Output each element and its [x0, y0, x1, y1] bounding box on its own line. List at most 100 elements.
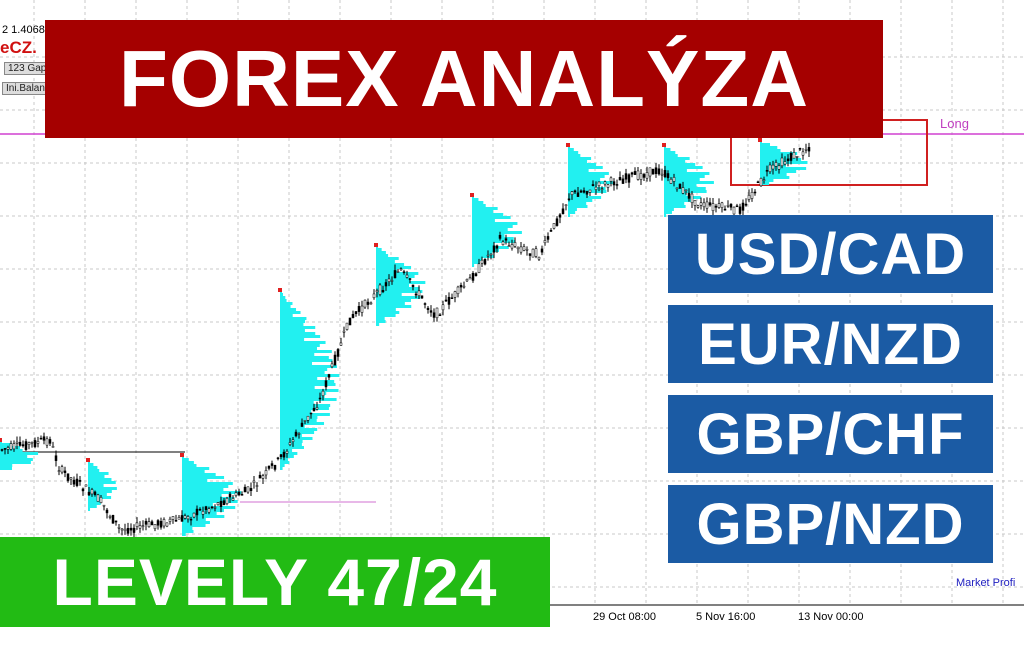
candle-body	[402, 271, 406, 273]
candle-body	[111, 515, 115, 524]
profile-bar	[182, 476, 225, 479]
candle-body	[477, 263, 481, 273]
candle-body	[432, 312, 436, 318]
candle-body	[483, 259, 487, 265]
candle-body	[42, 436, 46, 441]
candle-body	[36, 441, 40, 444]
candle-body	[744, 203, 748, 206]
profile-bar	[182, 503, 213, 506]
profile-dot	[758, 138, 762, 142]
profile-bar	[182, 494, 222, 497]
profile-bar	[760, 161, 808, 164]
candle-body	[9, 443, 13, 450]
candle-body	[180, 515, 184, 522]
candle-body	[741, 202, 745, 211]
profile-bar	[568, 160, 588, 163]
profile-bar	[88, 463, 94, 466]
profile-bar	[472, 222, 518, 225]
profile-bar	[280, 425, 305, 428]
profile-bar	[280, 329, 305, 332]
profile-bar	[568, 151, 579, 154]
profile-bar	[88, 502, 101, 505]
candle-body	[366, 301, 370, 305]
profile-dot	[86, 458, 90, 462]
profile-dot	[662, 143, 666, 147]
candle-body	[441, 304, 445, 311]
candle-body	[615, 184, 619, 186]
profile-bar	[376, 272, 419, 275]
candle-body	[78, 479, 82, 482]
candle-body	[756, 181, 760, 184]
candle-body	[759, 178, 763, 187]
candle-body	[270, 463, 274, 466]
candle-body	[51, 446, 55, 448]
candle-body	[444, 299, 448, 302]
badge[interactable]: 123 Gap	[4, 62, 51, 75]
profile-bar	[376, 269, 398, 272]
candle-body	[726, 205, 730, 207]
profile-bar	[376, 302, 405, 305]
candle-body	[420, 295, 424, 299]
profile-bar	[664, 196, 701, 199]
candle-body	[531, 248, 535, 258]
profile-bar	[376, 308, 396, 311]
profile-bar	[568, 157, 592, 160]
footer-banner: LEVELY 47/24	[0, 537, 550, 627]
candle-body	[630, 172, 634, 175]
candle-body	[552, 223, 556, 229]
candle-body	[465, 278, 469, 282]
profile-bar	[760, 143, 771, 146]
profile-bar	[280, 410, 312, 413]
profile-bar	[664, 154, 678, 157]
candle-body	[408, 278, 412, 280]
profile-bar	[280, 416, 318, 419]
candle-body	[612, 181, 616, 186]
profile-bar	[280, 392, 327, 395]
candle-body	[300, 422, 304, 427]
profile-bar	[376, 314, 396, 317]
profile-bar	[0, 461, 31, 464]
profile-bar	[760, 158, 802, 161]
price-label: 2 1.40686	[2, 24, 51, 36]
profile-bar	[472, 255, 494, 258]
candle-body	[162, 519, 166, 527]
profile-bar	[280, 446, 304, 449]
profile-bar	[376, 263, 405, 266]
candle-body	[588, 189, 592, 193]
candle-body	[90, 489, 94, 495]
candle-body	[54, 455, 58, 461]
profile-bar	[0, 467, 12, 470]
profile-bar	[472, 246, 509, 249]
pair-label: GBP/CHF	[668, 395, 993, 473]
candle-body	[765, 170, 769, 172]
profile-bar	[280, 404, 331, 407]
candle-body	[372, 293, 376, 298]
profile-bar	[472, 216, 511, 219]
profile-bar	[280, 350, 332, 353]
candle-body	[306, 415, 310, 421]
profile-bar	[664, 202, 685, 205]
candle-body	[657, 168, 661, 175]
candle-body	[3, 448, 7, 450]
profile-bar	[182, 470, 205, 473]
candle-body	[510, 244, 514, 249]
profile-bar	[280, 467, 283, 470]
profile-bar	[664, 163, 696, 166]
candle-body	[219, 500, 223, 507]
profile-bar	[664, 178, 700, 181]
profile-bar	[568, 214, 570, 217]
profile-bar	[472, 201, 484, 204]
profile-bar	[280, 461, 290, 464]
candle-body	[45, 438, 49, 446]
profile-bar	[280, 389, 339, 392]
profile-bar	[182, 512, 217, 515]
candle-body	[159, 520, 163, 528]
candle-body	[405, 274, 409, 278]
profile-bar	[280, 407, 329, 410]
candle-body	[108, 516, 112, 518]
candle-body	[84, 484, 88, 487]
candle-body	[678, 183, 682, 189]
profile-bar	[568, 169, 589, 172]
profile-bar	[568, 205, 588, 208]
profile-bar	[182, 467, 210, 470]
